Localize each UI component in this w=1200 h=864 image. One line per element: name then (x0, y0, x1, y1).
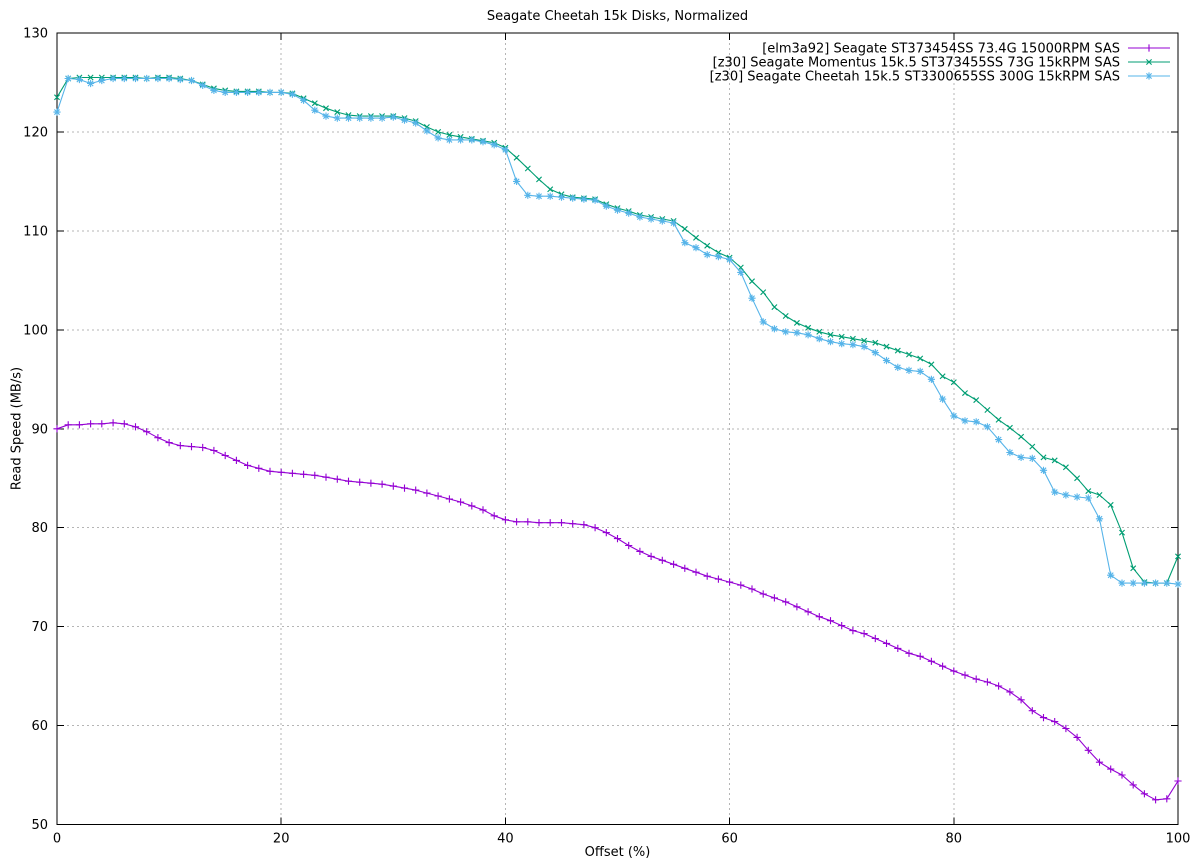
x-tick-label: 60 (721, 832, 738, 847)
series-markers-2 (54, 74, 1181, 587)
legend-sample-marker-1 (1145, 44, 1153, 52)
x-tick-label: 100 (1166, 832, 1191, 847)
chart-title: Seagate Cheetah 15k Disks, Normalized (486, 9, 749, 24)
x-tick-label: 40 (497, 832, 514, 847)
y-tick-label: 110 (23, 224, 48, 239)
y-tick-label: 90 (31, 422, 48, 437)
series-markers-3 (53, 74, 1182, 588)
legend-label-1: [elm3a92] Seagate ST373454SS 73.4G 15000… (762, 42, 1120, 57)
legend-label-2: [z30] Seagate Momentus 15k.5 ST373455SS … (713, 56, 1120, 71)
y-tick-label: 130 (23, 27, 48, 42)
x-tick-label: 20 (273, 832, 290, 847)
x-tick-label: 0 (53, 832, 61, 847)
legend-label-3: [z30] Seagate Cheetah 15k.5 ST3300655SS … (710, 70, 1120, 85)
y-tick-label: 100 (23, 323, 48, 338)
y-tick-label: 70 (31, 620, 48, 635)
x-axis-label: Offset (%) (584, 845, 651, 860)
series-line-3 (56, 77, 1179, 585)
series-markers-1 (53, 419, 1182, 804)
y-tick-label: 120 (23, 125, 48, 140)
y-tick-label: 60 (31, 719, 48, 734)
x-tick-label: 80 (946, 832, 963, 847)
y-tick-label: 80 (31, 521, 48, 536)
y-tick-label: 50 (31, 818, 48, 833)
legend-sample-marker-3 (1145, 72, 1153, 80)
series-line-1 (56, 422, 1179, 801)
legend-sample-marker-2 (1146, 59, 1152, 65)
y-axis-label: Read Speed (MB/s) (9, 366, 25, 491)
